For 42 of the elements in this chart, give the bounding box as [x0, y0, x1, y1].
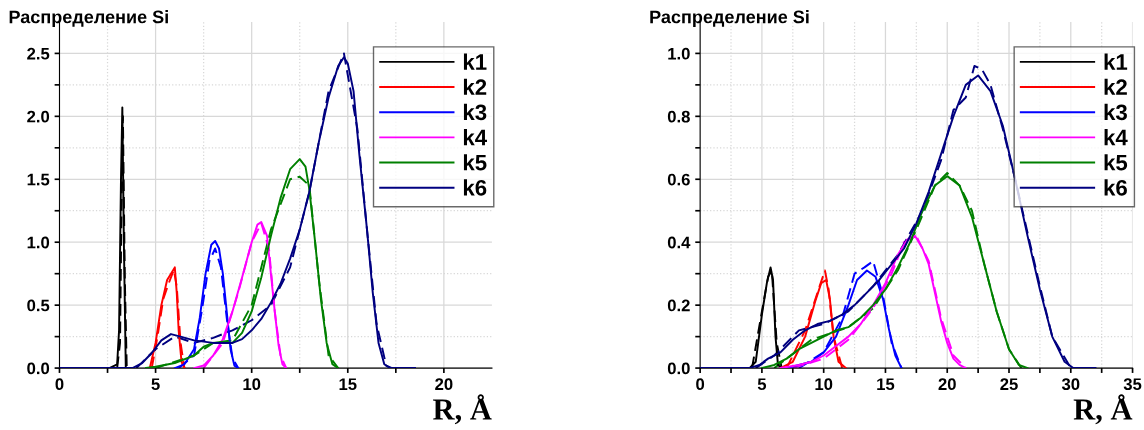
x-tick-label: 5 — [151, 378, 160, 391]
x-tick-label: 20 — [938, 378, 956, 391]
y-tick-label: 0.5 — [27, 299, 50, 312]
legend-label: k6 — [1104, 179, 1127, 196]
x-tick-label: 5 — [757, 378, 767, 391]
legend-label: k2 — [463, 78, 487, 95]
legend-label: k5 — [1104, 154, 1128, 171]
y-tick-label: 1.0 — [668, 47, 690, 60]
x-tick-label: 15 — [877, 378, 895, 391]
y-axis-title: Распределение Si — [650, 10, 809, 27]
legend-label: k3 — [463, 103, 487, 121]
y-tick-label: 0.0 — [667, 362, 690, 375]
legend-label: k4 — [463, 129, 487, 146]
legend-label: k6 — [463, 179, 487, 196]
y-tick-label: 0.0 — [27, 362, 50, 375]
x-tick-label: 0 — [55, 378, 64, 391]
legend-label: k1 — [463, 53, 487, 70]
x-tick-label: 35 — [1123, 378, 1142, 391]
y-tick-label: 2.5 — [27, 47, 50, 60]
x-tick-label: 0 — [696, 378, 705, 391]
y-tick-label: 0.2 — [667, 299, 690, 312]
y-axis-title: Распределение Si — [9, 10, 168, 27]
y-tick-label: 2.0 — [27, 110, 50, 123]
y-tick-label: 1.5 — [27, 173, 50, 186]
x-tick-label: 25 — [1000, 378, 1018, 391]
x-axis-title: R, Å — [1073, 394, 1133, 425]
x-tick-label: 30 — [1061, 378, 1080, 391]
legend-label: k1 — [1104, 53, 1128, 70]
legend-label: k3 — [1104, 103, 1127, 121]
y-tick-label: 0.8 — [667, 110, 690, 123]
y-tick-label: 1.0 — [27, 236, 50, 249]
legend-label: k4 — [1104, 129, 1128, 146]
y-tick-label: 0.4 — [667, 236, 691, 249]
legend-label: k2 — [1104, 78, 1127, 95]
x-tick-label: 20 — [435, 378, 453, 391]
x-tick-label: 15 — [339, 378, 357, 391]
x-axis-title: R, Å — [433, 394, 492, 425]
line-series — [785, 269, 844, 369]
legend-label: k5 — [463, 154, 487, 171]
x-tick-label: 10 — [815, 378, 833, 391]
x-tick-label: 10 — [243, 378, 261, 391]
y-tick-label: 0.6 — [667, 173, 690, 186]
